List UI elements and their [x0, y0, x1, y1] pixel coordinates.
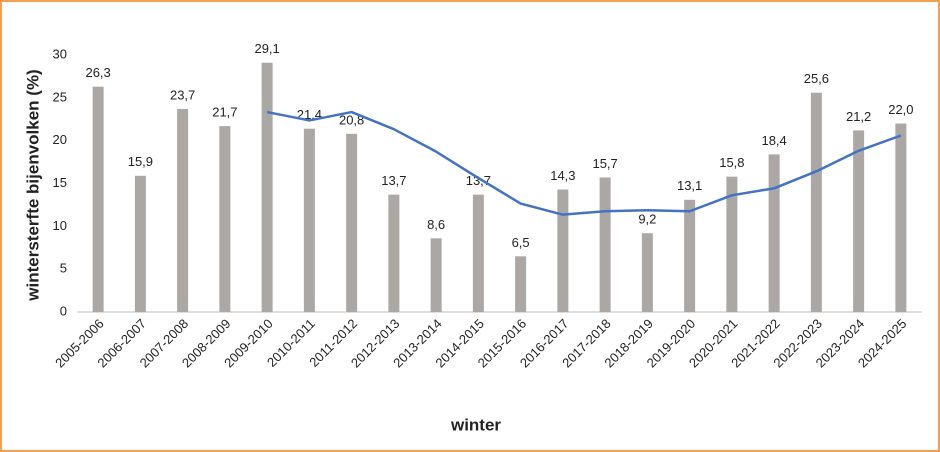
bar	[599, 177, 611, 312]
trend-line	[266, 110, 902, 216]
value-label: 6,5	[512, 235, 530, 250]
y-tick-label: 5	[60, 261, 67, 276]
y-tick-label: 0	[60, 303, 67, 318]
bar	[726, 176, 738, 312]
value-label: 25,6	[804, 71, 829, 86]
bar	[684, 199, 696, 312]
bar	[346, 133, 358, 312]
y-tick-label: 20	[53, 132, 67, 147]
value-label: 20,8	[339, 112, 364, 127]
bar	[641, 233, 653, 312]
y-tick-label: 30	[53, 46, 67, 61]
bar	[92, 86, 104, 313]
value-label: 9,2	[638, 212, 656, 227]
value-label: 15,7	[592, 156, 617, 171]
value-label: 26,3	[85, 65, 110, 80]
value-label: 13,7	[381, 173, 406, 188]
y-tick-label: 10	[53, 218, 67, 233]
y-axis-title: wintersterfte bijenvolken (%)	[23, 69, 42, 301]
value-label: 8,6	[427, 217, 445, 232]
bar	[810, 92, 822, 313]
bar	[219, 126, 231, 312]
bar	[134, 175, 146, 312]
value-label: 29,1	[254, 41, 279, 56]
bar	[388, 194, 400, 312]
bar	[261, 62, 273, 313]
value-label: 15,9	[128, 154, 153, 169]
value-label: 22,0	[888, 102, 913, 117]
bar	[557, 189, 569, 312]
bar	[895, 123, 907, 313]
y-tick-label: 15	[53, 175, 67, 190]
bar	[768, 154, 780, 312]
value-label: 23,7	[170, 87, 195, 102]
bar	[177, 108, 189, 312]
value-label: 21,2	[846, 109, 871, 124]
value-label: 14,3	[550, 168, 575, 183]
bar	[430, 238, 442, 312]
y-tick-label: 25	[53, 89, 67, 104]
value-label: 15,8	[719, 155, 744, 170]
value-label: 18,4	[761, 133, 786, 148]
value-label: 13,7	[466, 173, 491, 188]
value-label: 21,7	[212, 105, 237, 120]
value-label: 13,1	[677, 178, 702, 193]
bar	[515, 256, 527, 312]
bar	[472, 194, 484, 312]
bar	[303, 128, 315, 312]
bar	[853, 130, 865, 312]
x-axis-title: winter	[450, 415, 501, 434]
